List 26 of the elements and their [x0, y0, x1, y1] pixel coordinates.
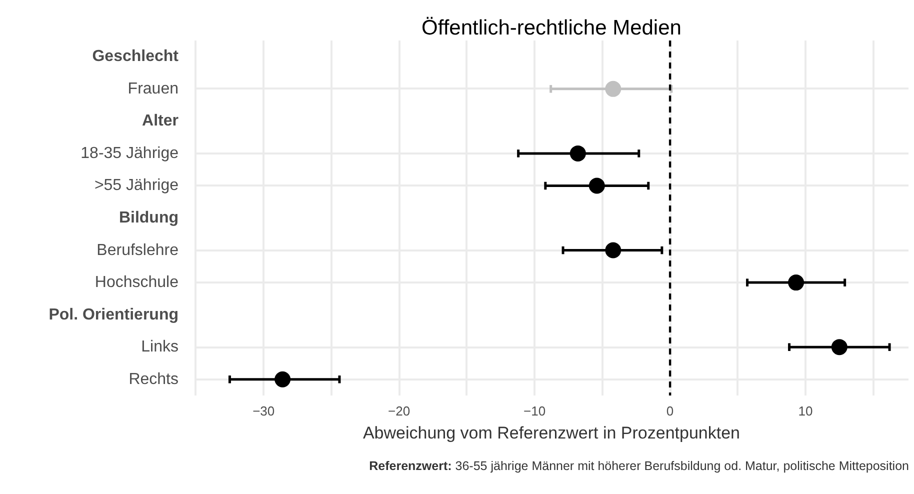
point	[588, 178, 605, 194]
y-tick-label: >55 Jährige	[94, 177, 179, 194]
point	[570, 145, 586, 162]
point	[605, 242, 622, 258]
y-tick-label: Frauen	[128, 80, 179, 98]
chart-title: Öffentlich-rechtliche Medien	[422, 16, 682, 40]
point	[831, 339, 848, 356]
y-tick-label: Pol. Orientierung	[48, 306, 179, 324]
x-tick-label: 0	[666, 404, 674, 418]
y-tick-label: Bildung	[118, 210, 179, 226]
point	[605, 80, 622, 97]
x-tick-label: −10	[524, 404, 546, 418]
x-tick-label: 10	[798, 404, 813, 418]
x-tick-label: −20	[388, 404, 410, 418]
y-tick-label: Rechts	[128, 370, 178, 388]
y-tick-label: Links	[141, 338, 179, 356]
y-tick-label: Alter	[142, 112, 178, 130]
y-tick-label: 18-35 Jährige	[80, 144, 179, 162]
x-tick-label: −30	[252, 404, 275, 418]
text: Referenzwert: 36-55 jährige Männer mit höherer Berufsbildung od. Matur, politische Mitteposition	[369, 458, 909, 475]
y-tick-label: Geschlecht	[92, 48, 180, 66]
y-tick-label: Berufslehre	[96, 242, 179, 259]
point	[788, 274, 804, 291]
x-axis-title: Abweichung vom Referenzwert in Prozentpunkten	[362, 424, 740, 442]
y-tick-label: Hochschule	[94, 274, 179, 292]
point	[274, 371, 291, 388]
